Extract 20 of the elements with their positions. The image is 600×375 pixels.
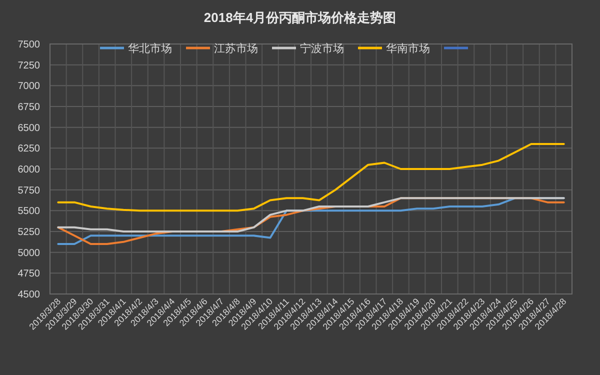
line-series (57, 197, 565, 232)
y-tick-label: 4750 (18, 268, 40, 280)
y-tick-label: 5000 (18, 248, 40, 259)
y-tick-label: 4500 (18, 290, 40, 300)
y-tick-label: 6750 (18, 102, 40, 113)
chart-title: 2018年4月份丙酮市场价格走势图 (204, 10, 396, 25)
legend-label: 华南市场 (386, 42, 430, 55)
legend-label: 华北市场 (128, 42, 172, 55)
y-tick-label: 5500 (18, 206, 40, 218)
y-tick-label: 7250 (18, 60, 40, 72)
y-tick-label: 6000 (18, 164, 40, 176)
y-tick-label: 6250 (18, 144, 40, 155)
y-tick-label: 5750 (18, 185, 40, 196)
y-tick-label: 6500 (18, 122, 40, 134)
legend-label: 宁波市场 (300, 42, 344, 55)
line-series (57, 143, 565, 212)
legend-label: 江苏市场 (214, 42, 258, 55)
y-tick-label: 7000 (18, 81, 40, 92)
y-tick-label: 5250 (18, 227, 40, 238)
y-tick-label: 7500 (18, 40, 40, 50)
